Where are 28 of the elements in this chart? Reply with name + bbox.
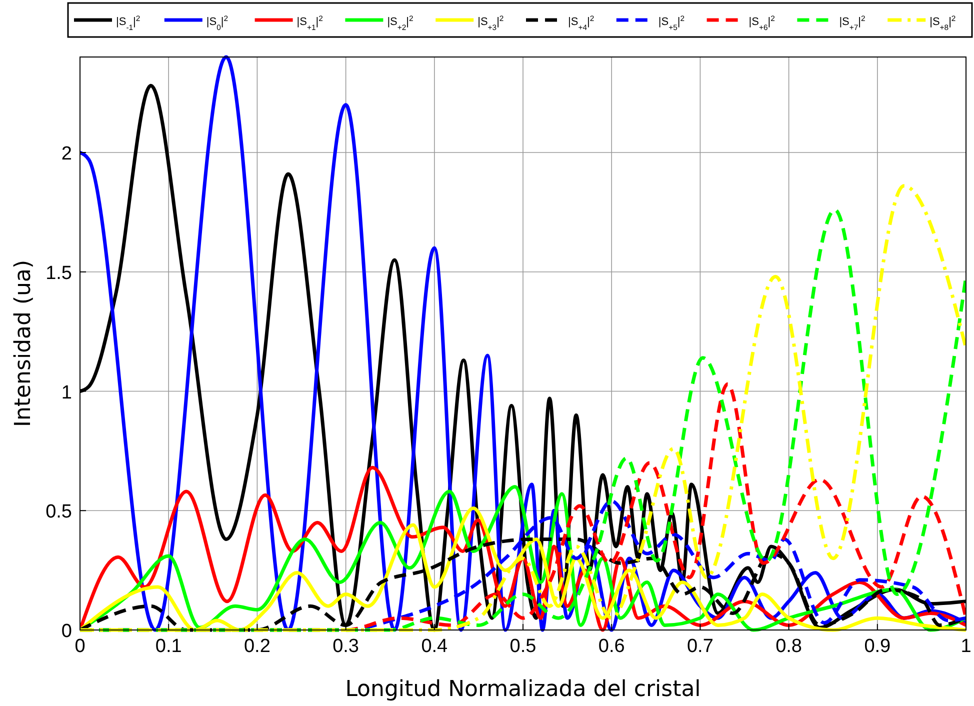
y-tick-label: 0.5: [46, 502, 72, 523]
x-axis-title: Longitud Normalizada del cristal: [345, 677, 701, 702]
x-tick-label: 0.9: [864, 636, 891, 657]
x-tick-label: 0.8: [776, 636, 802, 657]
legend-label: |S$_{+3}$|$^{2}$: [478, 14, 504, 32]
x-tick-label: 0.1: [155, 636, 182, 657]
legend-label: |S$_{0}$|$^{2}$: [206, 14, 228, 32]
x-tick-label: 0.4: [421, 636, 448, 657]
y-tick-label: 1: [61, 382, 72, 404]
legend-label: |S$_{+1}$|$^{2}$: [296, 14, 323, 32]
legend-label: |S$_{+4}$|$^{2}$: [568, 14, 594, 32]
legend-label: |S$_{+7}$|$^{2}$: [839, 14, 866, 32]
y-tick-label: 0: [61, 621, 72, 642]
y-tick-label: 1.5: [46, 262, 72, 284]
legend-label: |S$_{+6}$|$^{2}$: [748, 14, 775, 32]
y-axis-title: Intensidad (ua): [11, 260, 36, 428]
legend-label: |S$_{+8}$|$^{2}$: [930, 14, 956, 32]
legend-label: |S$_{-1}$|$^{2}$: [116, 14, 140, 32]
legend-label: |S$_{+2}$|$^{2}$: [387, 14, 414, 32]
x-tick-label: 0.2: [244, 636, 270, 657]
x-tick-label: 0.3: [332, 636, 360, 657]
x-tick-label: 0.5: [510, 636, 536, 657]
x-tick-label: 1: [960, 636, 972, 657]
legend-label: |S$_{+5}$|$^{2}$: [658, 14, 685, 32]
x-tick-label: 0: [74, 636, 86, 657]
y-tick-label: 2: [61, 144, 72, 164]
x-tick-label: 0.7: [686, 636, 714, 657]
x-tick-label: 0.6: [598, 636, 625, 657]
